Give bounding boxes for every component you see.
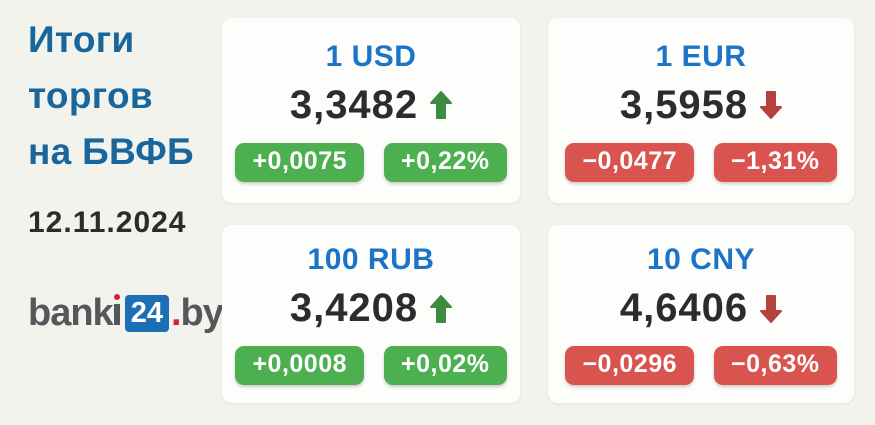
currency-label: 1 EUR [655, 39, 747, 73]
trend-down-icon [760, 91, 783, 119]
rate-value: 3,5958 [619, 82, 749, 127]
change-badges: −0,0296 −0,63% [565, 346, 837, 385]
rate-row: 3,4208 [289, 286, 453, 331]
rate-card-eur: 1 EUR 3,5958 −0,0477 −1,31% [548, 18, 854, 203]
logo-i-red-dot [113, 294, 120, 300]
trend-up-icon [430, 294, 453, 323]
trend-down-icon [760, 294, 783, 323]
logo-letter-i [113, 290, 121, 325]
rate-card-usd: 1 USD 3,3482 +0,0075 +0,22% [222, 18, 520, 203]
banki24-logo: bank 24 .by [28, 290, 224, 335]
abs-change-badge: −0,0477 [565, 142, 695, 182]
logo-i-stem [113, 304, 120, 325]
page-title: Итоги торгов на БВФБ [28, 12, 223, 180]
pct-change-badge: −0,63% [714, 346, 837, 385]
logo-red-dot: . [170, 292, 182, 334]
change-badges: +0,0008 +0,02% [235, 346, 507, 385]
rate-value: 4,6406 [619, 286, 749, 330]
rates-grid: 1 USD 3,3482 +0,0075 +0,22% 1 EUR 3,5958… [222, 18, 854, 403]
rate-row: 3,5958 [619, 82, 783, 128]
title-line-3: на БВФБ [28, 131, 194, 172]
title-line-2: торгов [28, 75, 153, 116]
rate-card-rub: 100 RUB 3,4208 +0,0008 +0,02% [222, 225, 520, 403]
abs-change-badge: +0,0008 [235, 346, 365, 385]
trend-up-icon [430, 91, 453, 119]
trade-date: 12.11.2024 [28, 206, 187, 239]
abs-change-badge: −0,0296 [565, 346, 695, 385]
abs-change-badge: +0,0075 [235, 142, 365, 182]
currency-label: 100 RUB [307, 243, 435, 276]
rate-card-cny: 10 CNY 4,6406 −0,0296 −0,63% [548, 225, 854, 403]
pct-change-badge: +0,02% [384, 346, 507, 385]
rate-value: 3,3482 [289, 82, 419, 127]
change-badges: +0,0075 +0,22% [235, 142, 507, 182]
change-badges: −0,0477 −1,31% [565, 142, 837, 182]
logo-text-bank: bank [28, 292, 114, 334]
title-line-1: Итоги [28, 19, 135, 60]
left-panel: Итоги торгов на БВФБ 12.11.2024 bank 24 .b… [28, 12, 224, 335]
pct-change-badge: +0,22% [384, 142, 507, 182]
currency-label: 10 CNY [646, 243, 756, 276]
rate-value: 3,4208 [289, 286, 419, 330]
logo-24-box: 24 [124, 295, 169, 332]
currency-label: 1 USD [325, 39, 417, 73]
rate-row: 3,3482 [289, 82, 453, 128]
rate-row: 4,6406 [619, 286, 783, 331]
pct-change-badge: −1,31% [714, 142, 837, 182]
logo-text-by: by [180, 292, 224, 334]
